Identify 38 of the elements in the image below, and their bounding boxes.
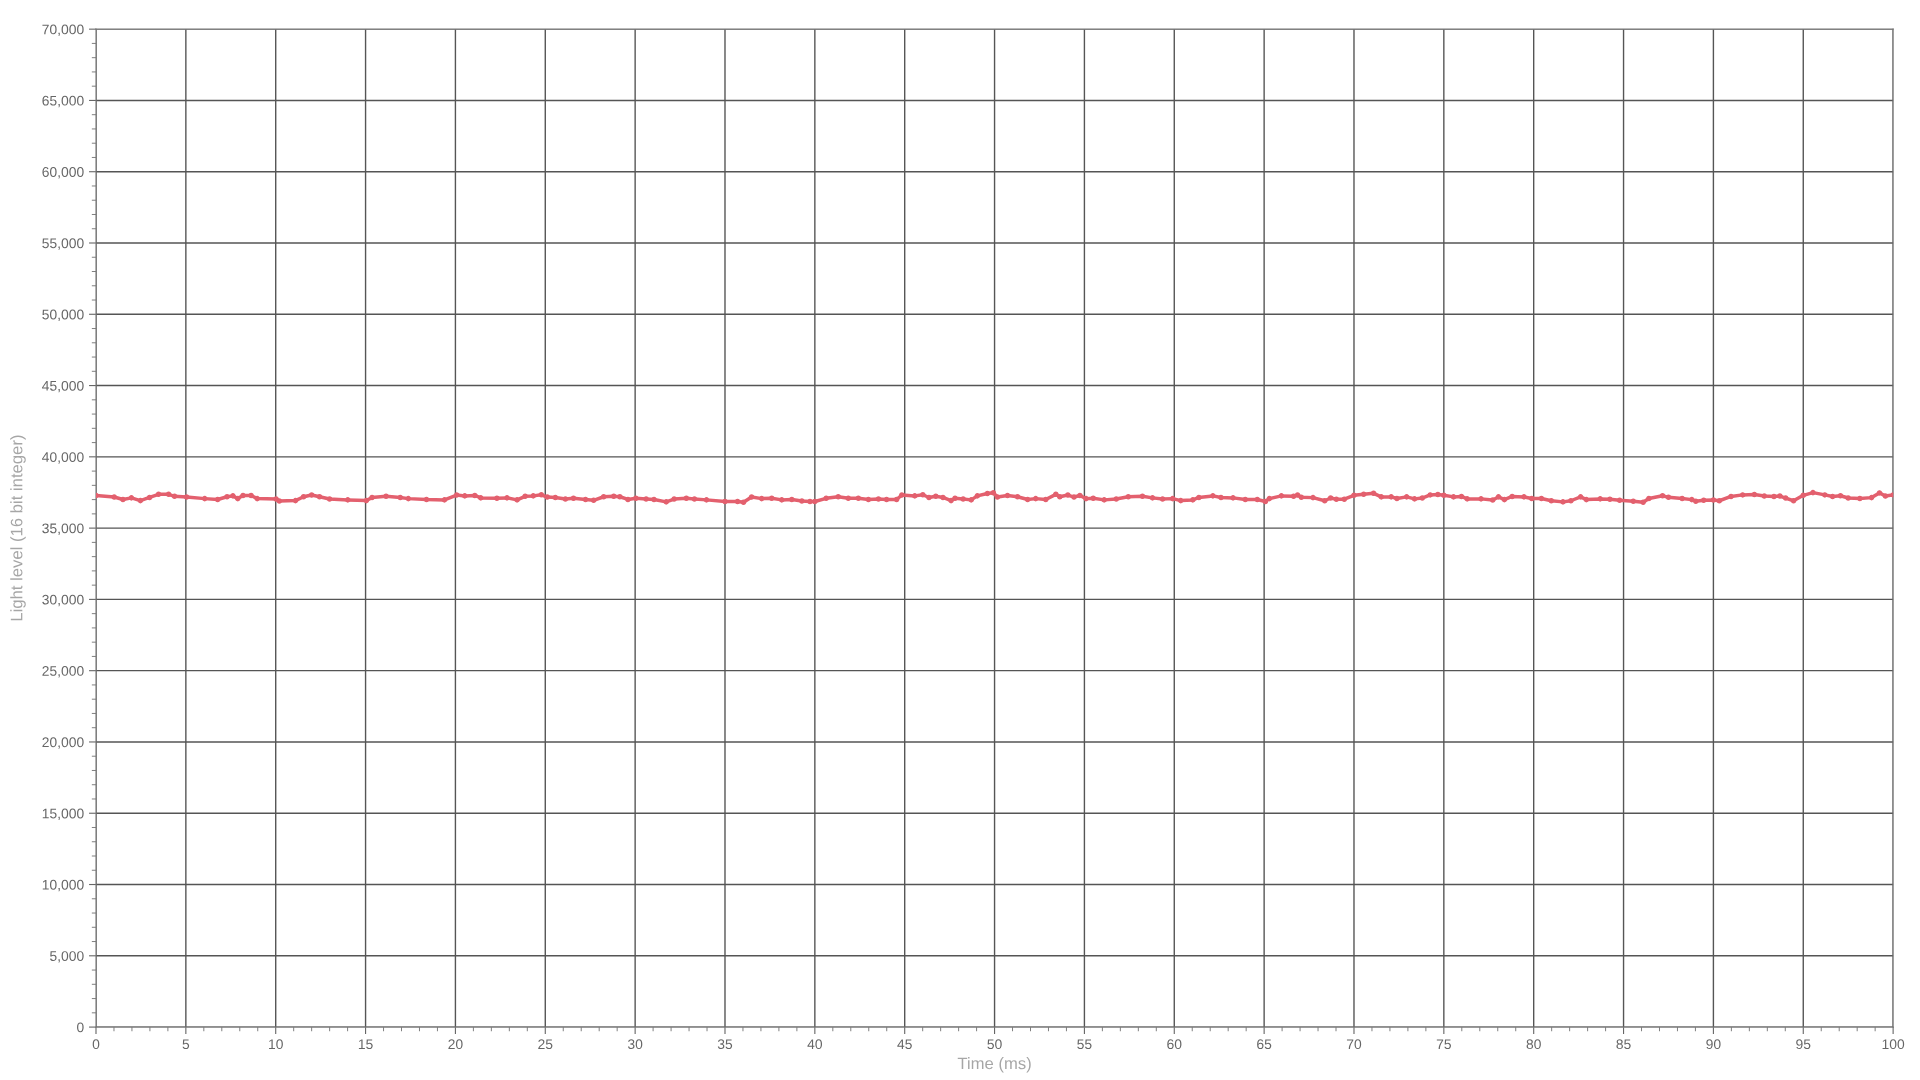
x-tick-label: 10	[269, 1039, 283, 1050]
x-tick-label: 30	[627, 1039, 643, 1050]
x-tick-label: 70	[1346, 1039, 1362, 1050]
x-tick-label: 20	[448, 1039, 463, 1050]
x-tick-label: 60	[1167, 1039, 1182, 1050]
y-tick-label: 35,000	[42, 523, 84, 535]
x-tick-label: 95	[1796, 1039, 1811, 1050]
y-tick-label: 20,000	[42, 737, 84, 749]
x-tick-label: 90	[1706, 1039, 1721, 1050]
y-tick-label: 60,000	[42, 167, 84, 179]
x-tick-label: 80	[1526, 1039, 1541, 1050]
y-tick-label: 0	[77, 1022, 84, 1033]
x-tick-label: 45	[897, 1039, 912, 1050]
y-tick-label: 5,000	[50, 951, 84, 963]
y-tick-label: 40,000	[42, 452, 84, 464]
x-tick-label: 100	[1882, 1039, 1905, 1050]
y-tick-label: 10,000	[42, 879, 84, 892]
y-tick-label: 50,000	[42, 309, 84, 322]
y-tick-label: 25,000	[42, 666, 84, 678]
x-tick-label: 75	[1436, 1039, 1451, 1050]
y-tick-label: 30,000	[42, 594, 84, 607]
y-tick-label: 45,000	[42, 380, 84, 393]
x-tick-label: 65	[1257, 1039, 1272, 1050]
x-tick-label: 50	[987, 1039, 1002, 1050]
x-tick-label: 0	[92, 1039, 100, 1050]
y-tick-label: 55,000	[42, 238, 84, 250]
x-axis-title: Time (ms)	[957, 1057, 1031, 1073]
x-tick-label: 55	[1077, 1039, 1092, 1050]
x-tick-label: 40	[807, 1039, 823, 1050]
x-tick-label: 5	[182, 1039, 190, 1050]
x-tick-label: 85	[1616, 1039, 1631, 1050]
x-tick-label: 15	[358, 1039, 373, 1050]
y-axis-title: Light level (16 bit integer)	[10, 435, 26, 621]
x-tick-label: 25	[538, 1039, 553, 1050]
y-tick-label: 70,000	[42, 24, 84, 36]
x-tick-label: 35	[717, 1039, 733, 1050]
y-tick-label: 15,000	[42, 808, 84, 821]
y-tick-label: 65,000	[42, 95, 84, 108]
